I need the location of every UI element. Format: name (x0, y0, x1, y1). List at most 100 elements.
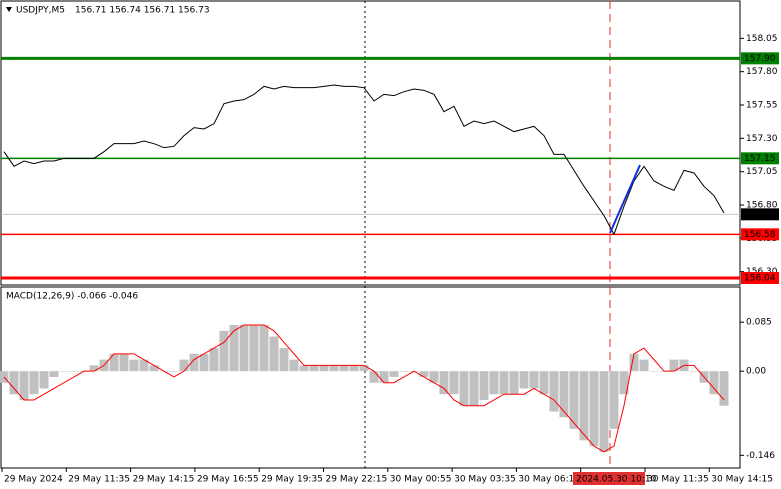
price-pane (0, 0, 741, 286)
macd-bar (639, 359, 649, 372)
price-line (3, 84, 725, 236)
macd-bar (109, 353, 119, 372)
x-tick-label: 29 May 22:15 (326, 475, 388, 485)
macd-bar (239, 325, 249, 372)
macd-bar (429, 371, 439, 383)
macd-bar (219, 330, 229, 372)
macd-bar (29, 371, 39, 395)
macd-bar (619, 371, 629, 395)
x-tick-label: 30 May 14:15 (711, 475, 773, 485)
macd-bar (309, 365, 319, 372)
macd-bar (319, 365, 329, 372)
level-label-bg (741, 228, 779, 241)
current-label: 156.73 (744, 210, 776, 220)
y-tick-label: 157.55 (746, 101, 778, 111)
macd-bar (89, 365, 99, 372)
macd-bar (569, 371, 579, 429)
macd-bar (19, 371, 29, 400)
x-tick-label: 29 May 16:55 (197, 475, 259, 485)
menu-icon (6, 7, 12, 12)
macd-bar (349, 365, 359, 372)
macd-bar (489, 371, 499, 395)
macd-bar (119, 353, 129, 372)
macd-bar (459, 371, 469, 406)
macd-bar (69, 371, 79, 372)
macd-bar (199, 353, 209, 372)
macd-bar (549, 371, 559, 412)
x-tick-label: 30 May 00:55 (390, 475, 452, 485)
macd-bar (399, 371, 409, 372)
macd-tick-label: 0.085 (746, 318, 772, 328)
level-label-bg (741, 152, 779, 165)
signal-line (3, 324, 725, 453)
macd-bar (269, 336, 279, 372)
x-tick-label: 29 May 14:15 (133, 475, 195, 485)
macd-bar (579, 371, 589, 441)
macd-bar (169, 371, 179, 372)
macd-bar (449, 371, 459, 395)
macd-bar (509, 371, 519, 395)
macd-bar (179, 359, 189, 372)
macd-bar (649, 371, 659, 372)
macd-bar (289, 359, 299, 372)
macd-bar (669, 359, 679, 372)
crosshair-label: 2024.05.30 10:10 (576, 475, 657, 485)
level-label-bg (741, 52, 779, 65)
ohlc: 156.71 156.74 156.71 156.73 (75, 6, 210, 16)
macd-bar (439, 371, 449, 395)
macd-bar (299, 365, 309, 372)
x-tick-label: 29 May 19:35 (261, 475, 323, 485)
macd-bar (589, 371, 599, 447)
macd-bar (339, 365, 349, 372)
macd-bar (259, 325, 269, 372)
macd-bar (379, 371, 389, 383)
level-label: 157.90 (744, 54, 776, 64)
level-label-bg (741, 272, 779, 284)
macd-bar (229, 325, 239, 372)
macd-bar (329, 365, 339, 372)
x-tick-label: 30 May 03:35 (454, 475, 516, 485)
x-tick-label: 30 May 11:35 (647, 475, 709, 485)
macd-bar (129, 359, 139, 372)
macd-bar (519, 371, 529, 389)
macd-bar (9, 371, 19, 395)
macd-bar (359, 365, 369, 372)
x-tick-label: 29 May 2024 (4, 475, 63, 485)
macd-bar (149, 365, 159, 372)
x-tick-label: 30 May 06:15 (518, 475, 580, 485)
y-tick-label: 157.30 (746, 134, 778, 144)
level-label: 156.58 (744, 230, 776, 240)
macd-tick-label: 0.00 (746, 367, 766, 377)
macd-bar (479, 371, 489, 400)
macd-bar (529, 371, 539, 389)
macd-bar (689, 371, 699, 372)
macd-bar (369, 371, 379, 383)
macd-bar (59, 371, 69, 372)
x-tick-label: 29 May 11:35 (68, 475, 130, 485)
y-tick-label: 156.80 (746, 201, 778, 211)
trend-arrow (609, 164, 641, 234)
level-label: 157.15 (744, 154, 776, 164)
macd-bar (719, 371, 729, 406)
macd-bar (609, 371, 619, 429)
macd-tick-label: -0.146 (746, 451, 775, 461)
macd-bar (629, 353, 639, 372)
y-tick-label: 158.05 (746, 34, 778, 44)
macd-bar (419, 371, 429, 377)
level-label: 156.04 (744, 274, 776, 284)
chart-title: USDJPY,M5 (16, 6, 65, 16)
macd-bar (279, 348, 289, 372)
y-tick-label: 157.05 (746, 167, 778, 177)
y-tick-label: 157.80 (746, 67, 778, 77)
current-label-bg (741, 208, 779, 221)
macd-bar (249, 325, 259, 372)
macd-bar (209, 348, 219, 372)
macd-bar (599, 371, 609, 452)
macd-title: MACD(12,26,9) -0.066 -0.046 (6, 292, 138, 302)
macd-bar (389, 371, 399, 377)
macd-bar (189, 353, 199, 372)
macd-bar (559, 371, 569, 418)
macd-bar (499, 371, 509, 395)
macd-bar (469, 371, 479, 406)
